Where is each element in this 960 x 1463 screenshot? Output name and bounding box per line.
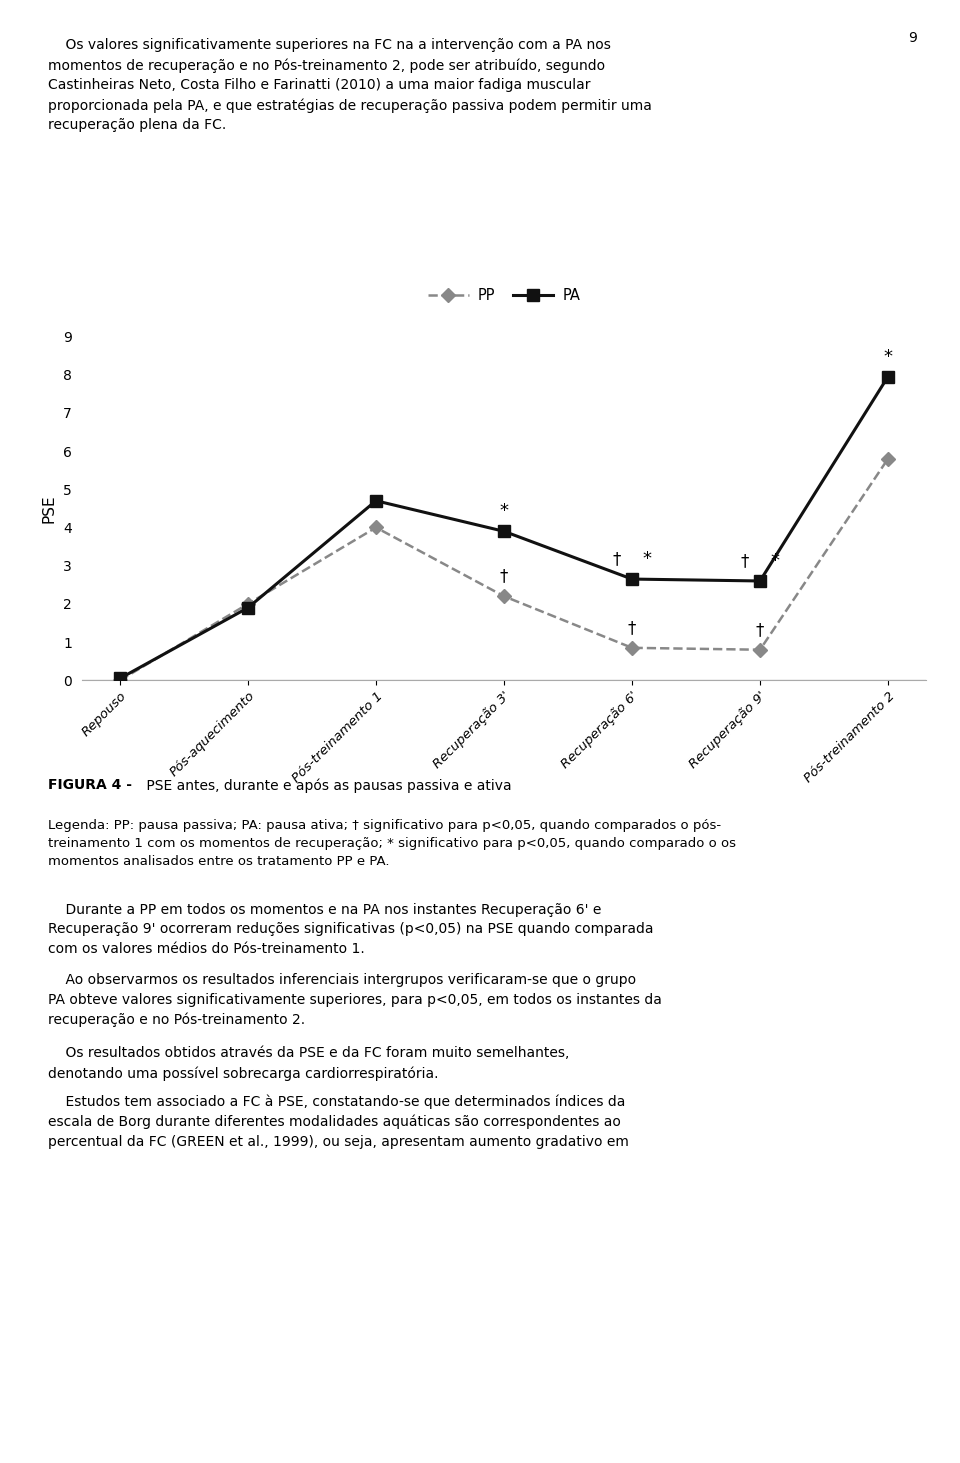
Text: †: † [500, 566, 508, 585]
Text: Estudos tem associado a FC à PSE, constatando-se que determinados índices da
esc: Estudos tem associado a FC à PSE, consta… [48, 1094, 629, 1148]
Text: †: † [756, 620, 764, 639]
Text: Os valores significativamente superiores na FC na a intervenção com a PA nos
mom: Os valores significativamente superiores… [48, 38, 652, 133]
Text: †: † [740, 552, 749, 571]
Text: PSE antes, durante e após as pausas passiva e ativa: PSE antes, durante e após as pausas pass… [142, 778, 512, 793]
Text: Ao observarmos os resultados inferenciais intergrupos verificaram-se que o grupo: Ao observarmos os resultados inferenciai… [48, 973, 661, 1027]
Text: Os resultados obtidos através da PSE e da FC foram muito semelhantes,
denotando : Os resultados obtidos através da PSE e d… [48, 1046, 569, 1081]
Text: 9: 9 [908, 31, 917, 45]
Text: Legenda: PP: pausa passiva; PA: pausa ativa; † significativo para p<0,05, quando: Legenda: PP: pausa passiva; PA: pausa at… [48, 819, 736, 868]
Text: *: * [771, 552, 780, 571]
Text: Durante a PP em todos os momentos e na PA nos instantes Recuperação 6' e
Recuper: Durante a PP em todos os momentos e na P… [48, 903, 654, 957]
Text: *: * [643, 550, 652, 568]
Text: FIGURA 4 -: FIGURA 4 - [48, 778, 132, 793]
Text: †: † [628, 619, 636, 636]
Text: *: * [883, 348, 893, 366]
Y-axis label: PSE: PSE [41, 494, 56, 522]
Legend: PP, PA: PP, PA [422, 282, 586, 309]
Text: *: * [499, 502, 509, 519]
Text: †: † [612, 550, 621, 568]
